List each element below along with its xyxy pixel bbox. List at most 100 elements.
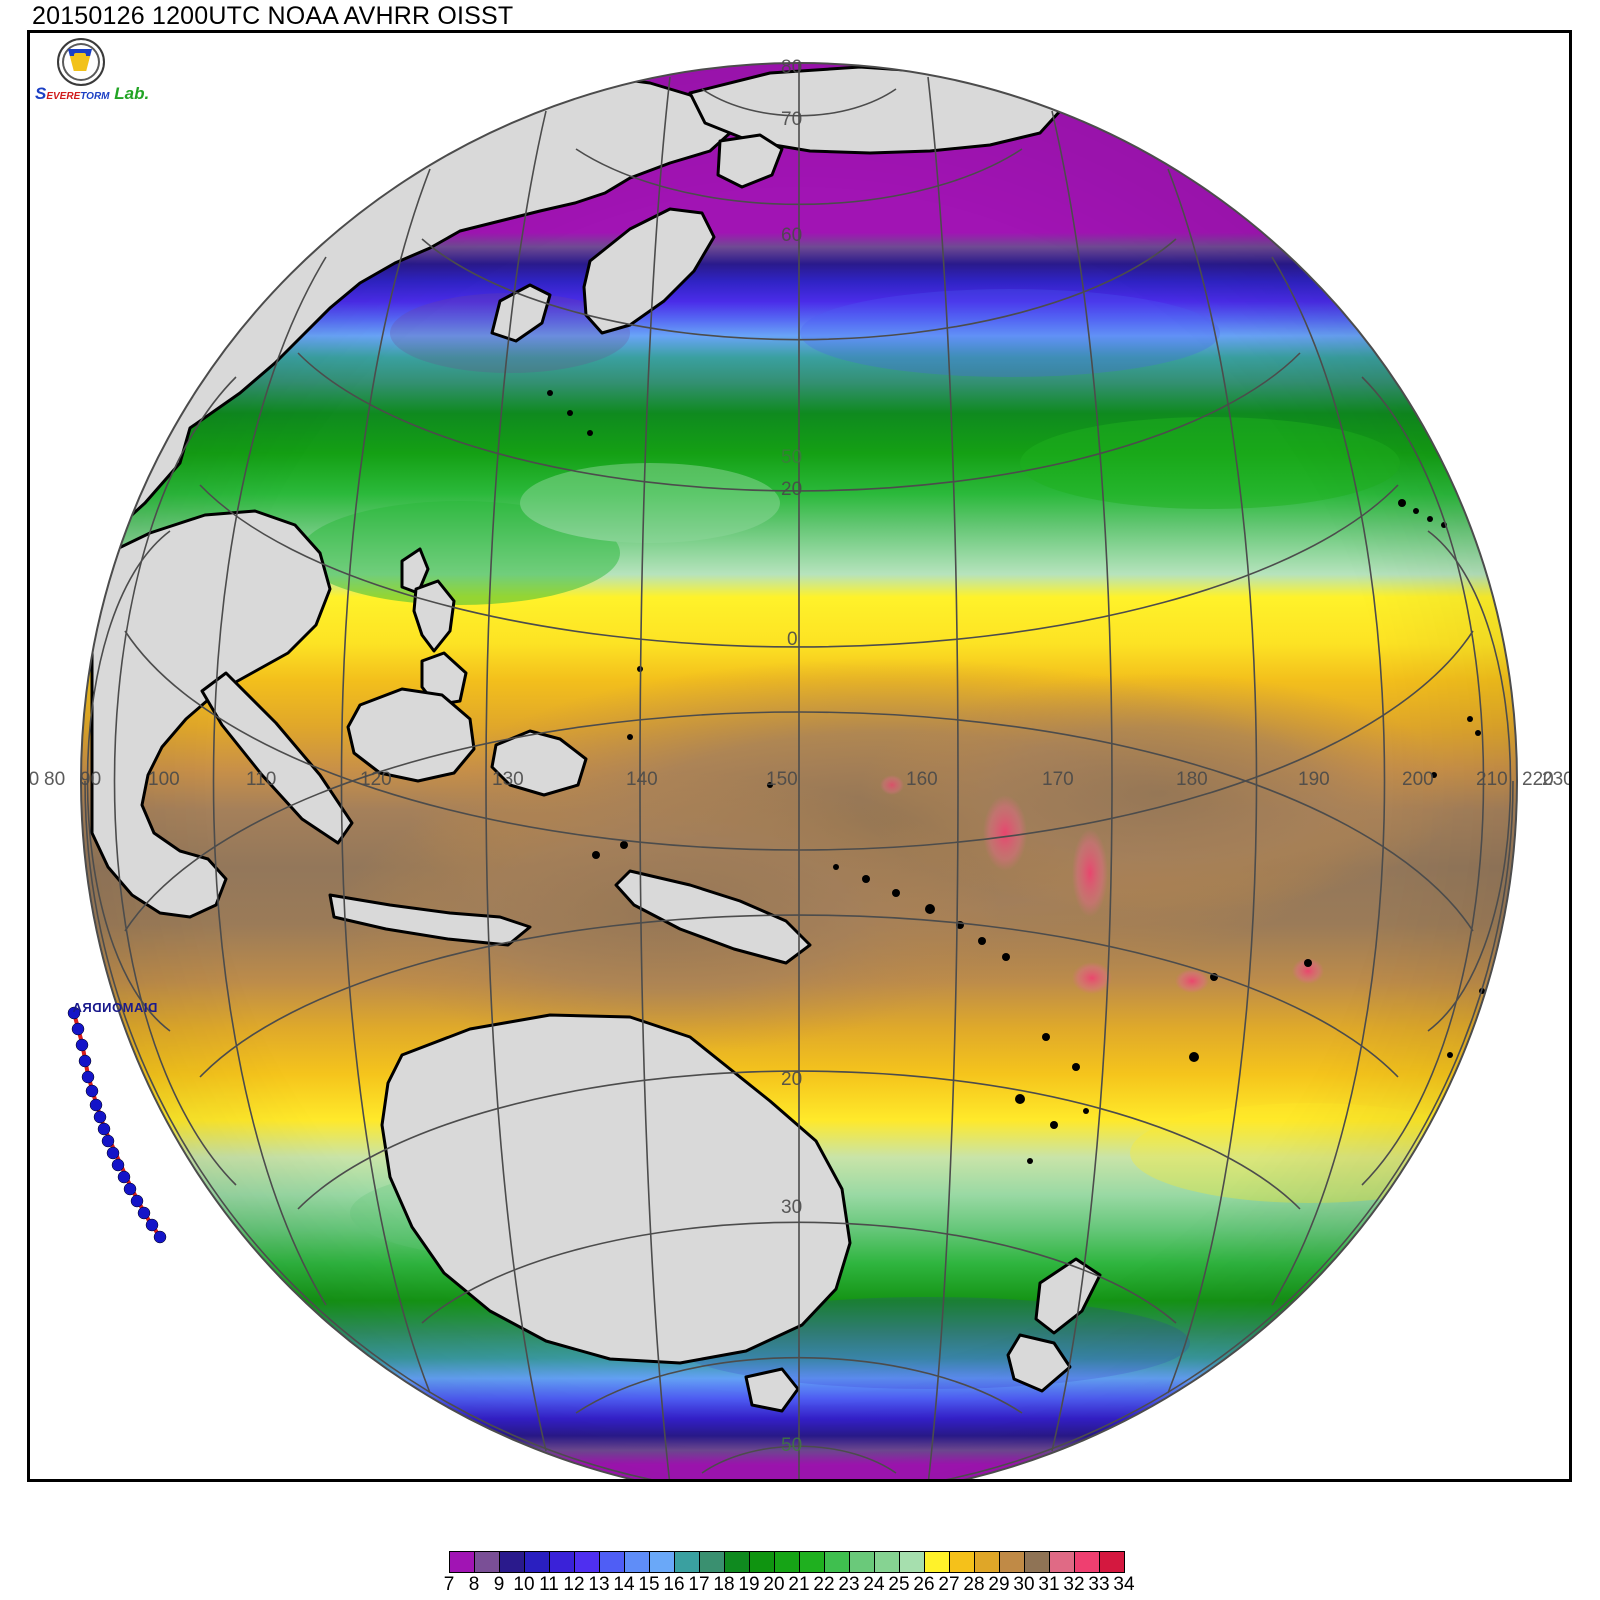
colorbar-tick: 10: [513, 1574, 535, 1595]
colorbar-swatch: [674, 1551, 700, 1573]
colorbar-tick: 27: [938, 1574, 960, 1595]
svg-text:180: 180: [1176, 769, 1208, 790]
logo-block: SEVERETORM Lab.: [35, 38, 149, 108]
colorbar-tick: 16: [663, 1574, 685, 1595]
colorbar-tick: 18: [713, 1574, 735, 1595]
colorbar-tick: 20: [763, 1574, 785, 1595]
svg-text:170: 170: [1042, 769, 1074, 790]
svg-text:80: 80: [44, 769, 65, 790]
colorbar-swatch: [924, 1551, 950, 1573]
colorbar-swatch: [799, 1551, 825, 1573]
svg-text:110: 110: [246, 769, 276, 790]
colorbar-swatch: [999, 1551, 1025, 1573]
colorbar-tick: 7: [443, 1574, 455, 1595]
svg-text:150: 150: [766, 769, 798, 790]
colorbar-swatch: [1099, 1551, 1125, 1573]
colorbar-swatch: [749, 1551, 775, 1573]
colorbar-tick: 21: [788, 1574, 810, 1595]
colorbar-tick: 32: [1063, 1574, 1085, 1595]
colorbar-tick: 15: [638, 1574, 660, 1595]
svg-text:200: 200: [1402, 769, 1434, 790]
svg-text:190: 190: [1298, 769, 1330, 790]
globe-container: 80 70 60 50 20 0 20 30 50 60 70 80 90 10…: [30, 33, 1569, 1479]
colorbar-swatch: [774, 1551, 800, 1573]
logo-storm: TORM: [80, 91, 110, 102]
colorbar-tick: 25: [888, 1574, 910, 1595]
page-title: 20150126 1200UTC NOAA AVHRR OISST: [32, 2, 514, 30]
svg-text:20: 20: [781, 1069, 802, 1090]
svg-text:30: 30: [781, 1197, 802, 1218]
logo-severe: EVERE: [46, 91, 81, 102]
logo-lab: Lab.: [114, 84, 150, 103]
colorbar-swatch: [499, 1551, 525, 1573]
colorbar-swatch: [899, 1551, 925, 1573]
seal-icon: [57, 38, 105, 86]
svg-text:50: 50: [781, 1435, 802, 1456]
colorbar-tick: 9: [493, 1574, 505, 1595]
colorbar-swatch: [699, 1551, 725, 1573]
svg-text:140: 140: [626, 769, 658, 790]
orthographic-globe: 80 70 60 50 20 0 20 30 50 60 70 80 90 10…: [30, 57, 1569, 1479]
colorbar-tick: 23: [838, 1574, 860, 1595]
svg-text:100: 100: [148, 769, 180, 790]
colorbar-swatch: [849, 1551, 875, 1573]
colorbar-swatch: [874, 1551, 900, 1573]
svg-text:230: 230: [1542, 769, 1569, 790]
colorbar-tick: 13: [588, 1574, 610, 1595]
svg-text:60: 60: [781, 225, 802, 246]
colorbar-tick: 12: [563, 1574, 585, 1595]
colorbar-tick: 26: [913, 1574, 935, 1595]
colorbar-tick: 14: [613, 1574, 635, 1595]
colorbar-labels: 7 8 9 10 11 12 13 14 15 16 17 18 19 20 21 22 23 24 25 26 27 2…: [436, 1574, 1137, 1596]
colorbar-swatch: [474, 1551, 500, 1573]
svg-text:50: 50: [781, 447, 802, 468]
svg-text:70: 70: [30, 769, 39, 790]
colorbar-tick: 30: [1013, 1574, 1035, 1595]
graticule: [84, 63, 1514, 1479]
colorbar-tick: 31: [1038, 1574, 1060, 1595]
colorbar-tick: 19: [738, 1574, 760, 1595]
colorbar-tick: 24: [863, 1574, 885, 1595]
colorbar-tick: 29: [988, 1574, 1010, 1595]
land-polygons: [88, 65, 1394, 1479]
colorbar-tick: 17: [688, 1574, 710, 1595]
colorbar-tick: 28: [963, 1574, 985, 1595]
colorbar-swatch: [574, 1551, 600, 1573]
svg-text:0: 0: [787, 629, 798, 650]
colorbar-tick: 22: [813, 1574, 835, 1595]
logo-text: SEVERETORM Lab.: [35, 84, 149, 104]
colorbar-swatch: [524, 1551, 550, 1573]
svg-text:130: 130: [492, 769, 524, 790]
latitude-labels: 80 70 60 50 20 0 20 30 50 60: [781, 57, 802, 1456]
colorbar-swatch: [949, 1551, 975, 1573]
svg-text:70: 70: [781, 109, 802, 130]
colorbar-swatch: [824, 1551, 850, 1573]
island-dots: [547, 390, 1485, 1164]
svg-text:20: 20: [781, 479, 802, 500]
colorbar-tick: 11: [539, 1574, 559, 1595]
colorbar-swatch: [599, 1551, 625, 1573]
svg-text:120: 120: [360, 769, 392, 790]
svg-text:220: 220: [1522, 769, 1554, 790]
colorbar: [449, 1551, 1125, 1573]
colorbar-swatch: [1024, 1551, 1050, 1573]
colorbar-swatch: [549, 1551, 575, 1573]
longitude-labels: 70 80 90 100 110 120 130 140 150 160 170…: [30, 769, 1569, 790]
colorbar-swatch: [724, 1551, 750, 1573]
svg-text:90: 90: [80, 769, 101, 790]
colorbar-tick: 34: [1113, 1574, 1135, 1595]
colorbar-swatch: [1074, 1551, 1100, 1573]
svg-text:80: 80: [781, 57, 802, 78]
colorbar-tick: 8: [468, 1574, 480, 1595]
colorbar-swatch: [624, 1551, 650, 1573]
svg-text:210: 210: [1476, 769, 1508, 790]
colorbar-tick: 33: [1088, 1574, 1110, 1595]
storm-track-diamondra[interactable]: [67, 1006, 167, 1244]
colorbar-swatch: [974, 1551, 1000, 1573]
logo-s: S: [35, 84, 47, 103]
svg-text:160: 160: [906, 769, 938, 790]
colorbar-swatch: [1049, 1551, 1075, 1573]
storm-name-label: DIAMONDRA: [72, 1000, 158, 1015]
colorbar-swatch: [649, 1551, 675, 1573]
